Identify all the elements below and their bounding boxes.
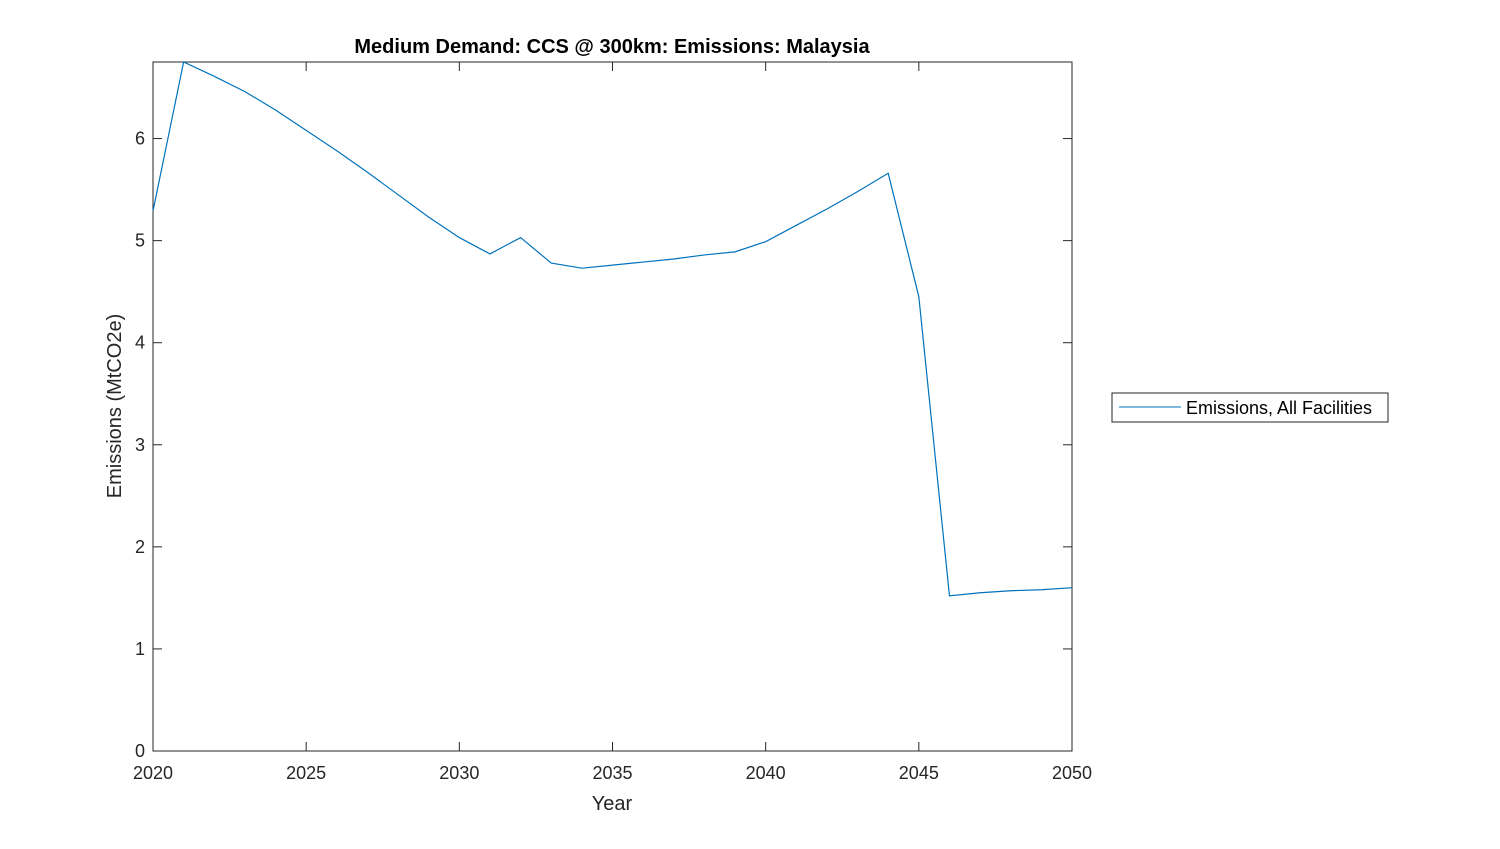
- x-tick-label: 2040: [746, 763, 786, 783]
- legend[interactable]: Emissions, All Facilities: [1111, 392, 1389, 423]
- x-tick-label: 2020: [133, 763, 173, 783]
- y-axis-label: Emissions (MtCO2e): [104, 314, 126, 498]
- plot-area: [152, 61, 1073, 752]
- y-tick-label: 6: [135, 129, 145, 149]
- y-tick-label: 2: [135, 537, 145, 557]
- x-tick-label: 2025: [286, 763, 326, 783]
- y-tick-label: 4: [135, 333, 145, 353]
- y-tick-label: 3: [135, 435, 145, 455]
- y-tick-label: 0: [135, 741, 145, 761]
- y-tick-label: 5: [135, 231, 145, 251]
- x-axis-label: Year: [592, 793, 633, 815]
- y-tick-label: 1: [135, 639, 145, 659]
- legend-label: Emissions, All Facilities: [1186, 398, 1372, 418]
- x-tick-label: 2045: [899, 763, 939, 783]
- x-tick-label: 2035: [592, 763, 632, 783]
- series-line: [152, 61, 1073, 597]
- chart-title: Medium Demand: CCS @ 300km: Emissions: M…: [354, 36, 870, 58]
- x-tick-label: 2050: [1052, 763, 1092, 783]
- x-tick-label: 2030: [439, 763, 479, 783]
